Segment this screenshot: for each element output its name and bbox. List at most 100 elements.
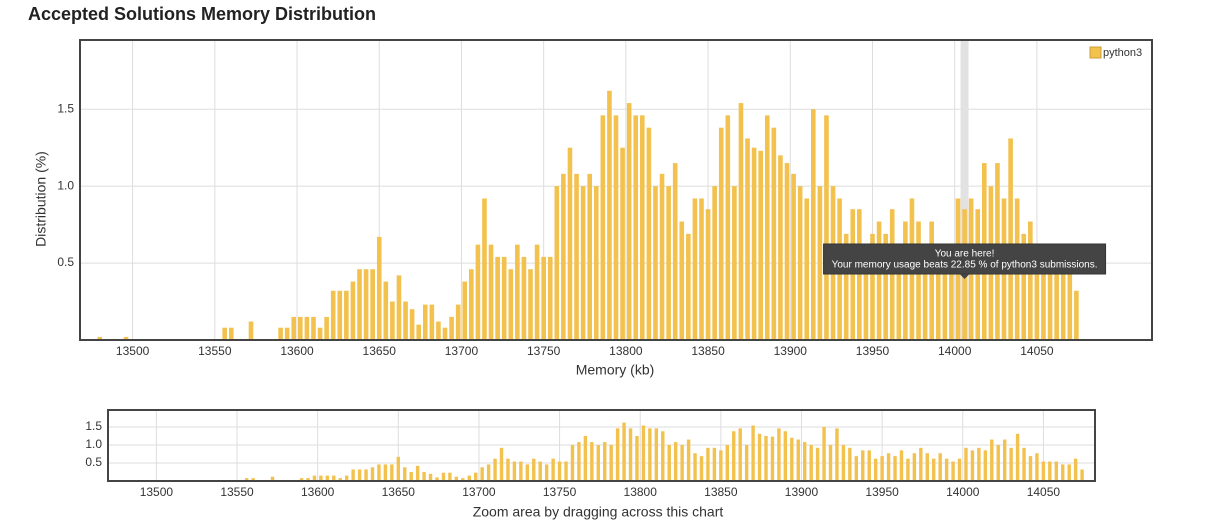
bar (861, 450, 865, 481)
bar (635, 435, 639, 481)
navigator-label: Zoom area by dragging across this chart (473, 504, 724, 520)
bar (764, 435, 768, 481)
x-tick-label: 14000 (938, 344, 972, 358)
bar (435, 477, 439, 481)
bar (570, 444, 575, 481)
tooltip-box (823, 243, 1107, 275)
bar (344, 475, 349, 481)
bar (770, 436, 775, 481)
bar (357, 269, 362, 340)
bar (672, 163, 678, 340)
bar (822, 426, 826, 481)
bar (515, 244, 520, 340)
bar (679, 221, 685, 340)
x-tick-label: 13900 (774, 344, 808, 358)
bar (659, 173, 665, 340)
x-tick-label: 14050 (1027, 485, 1061, 499)
bar (534, 244, 540, 340)
bar (1022, 447, 1026, 481)
bar (337, 290, 343, 340)
bar (686, 233, 691, 340)
tooltip-title: You are here! (935, 249, 995, 260)
bar (751, 425, 755, 481)
bar (449, 316, 454, 340)
bar (841, 444, 846, 481)
bar (990, 439, 994, 481)
bar (1060, 269, 1066, 340)
bar (390, 301, 395, 340)
bar (1008, 138, 1013, 340)
y-tick-label: 1.0 (57, 178, 74, 192)
bar (705, 209, 711, 340)
bar (442, 327, 448, 340)
bar (738, 103, 744, 340)
chart-title: Accepted Solutions Memory Distribution (28, 4, 376, 24)
bar (919, 447, 923, 481)
bar (532, 458, 536, 481)
bar (1009, 447, 1013, 481)
y-tick-label: 0.5 (85, 455, 102, 469)
bar (600, 115, 606, 340)
bar (370, 467, 375, 481)
bar (603, 442, 607, 481)
bar (512, 461, 517, 481)
bar (667, 444, 671, 481)
bar (554, 186, 560, 340)
bar (626, 103, 632, 340)
bar (1015, 433, 1020, 481)
bar (528, 269, 533, 340)
bar (544, 464, 549, 481)
bar (364, 469, 368, 481)
bar (935, 244, 941, 340)
x-tick-label: 13600 (280, 344, 314, 358)
bar (525, 464, 530, 481)
bar (719, 450, 723, 481)
bar (699, 198, 704, 340)
bar (680, 444, 684, 481)
x-tick-label: 13850 (704, 485, 738, 499)
bar (996, 444, 1000, 481)
bar (1061, 464, 1065, 481)
bar (97, 336, 103, 340)
bar (396, 275, 402, 340)
bar (790, 437, 794, 481)
bar (508, 269, 514, 340)
bar (493, 458, 497, 481)
bar (403, 301, 408, 340)
bar (251, 478, 255, 481)
bar (815, 447, 820, 481)
y-axis-title: Distribution (%) (33, 151, 49, 247)
bar (332, 475, 336, 481)
bar (278, 327, 283, 340)
x-axis-title: Memory (kb) (576, 362, 655, 378)
bar (777, 428, 781, 481)
y-tick-label: 0.5 (57, 255, 74, 269)
bar (796, 439, 800, 481)
bar (706, 447, 710, 481)
bar (1034, 256, 1040, 340)
bar (817, 186, 823, 340)
bar (803, 442, 807, 481)
bar (495, 256, 500, 340)
bar (932, 458, 936, 481)
bar (751, 147, 757, 340)
bar (455, 304, 461, 340)
x-tick-label: 13700 (462, 485, 496, 499)
bar (306, 478, 310, 481)
x-tick-label: 13500 (116, 344, 150, 358)
bar (344, 290, 349, 340)
bar (311, 316, 316, 340)
bar (613, 115, 619, 340)
x-tick-label: 13550 (220, 485, 254, 499)
bar (686, 439, 691, 481)
bar (123, 336, 129, 340)
bar (692, 198, 698, 340)
highlight-band (960, 40, 969, 340)
bar (654, 428, 659, 481)
bar (363, 269, 369, 340)
bar (312, 475, 317, 481)
bar (429, 304, 435, 340)
bar (284, 327, 290, 340)
bar (383, 464, 388, 481)
bar (925, 453, 929, 481)
